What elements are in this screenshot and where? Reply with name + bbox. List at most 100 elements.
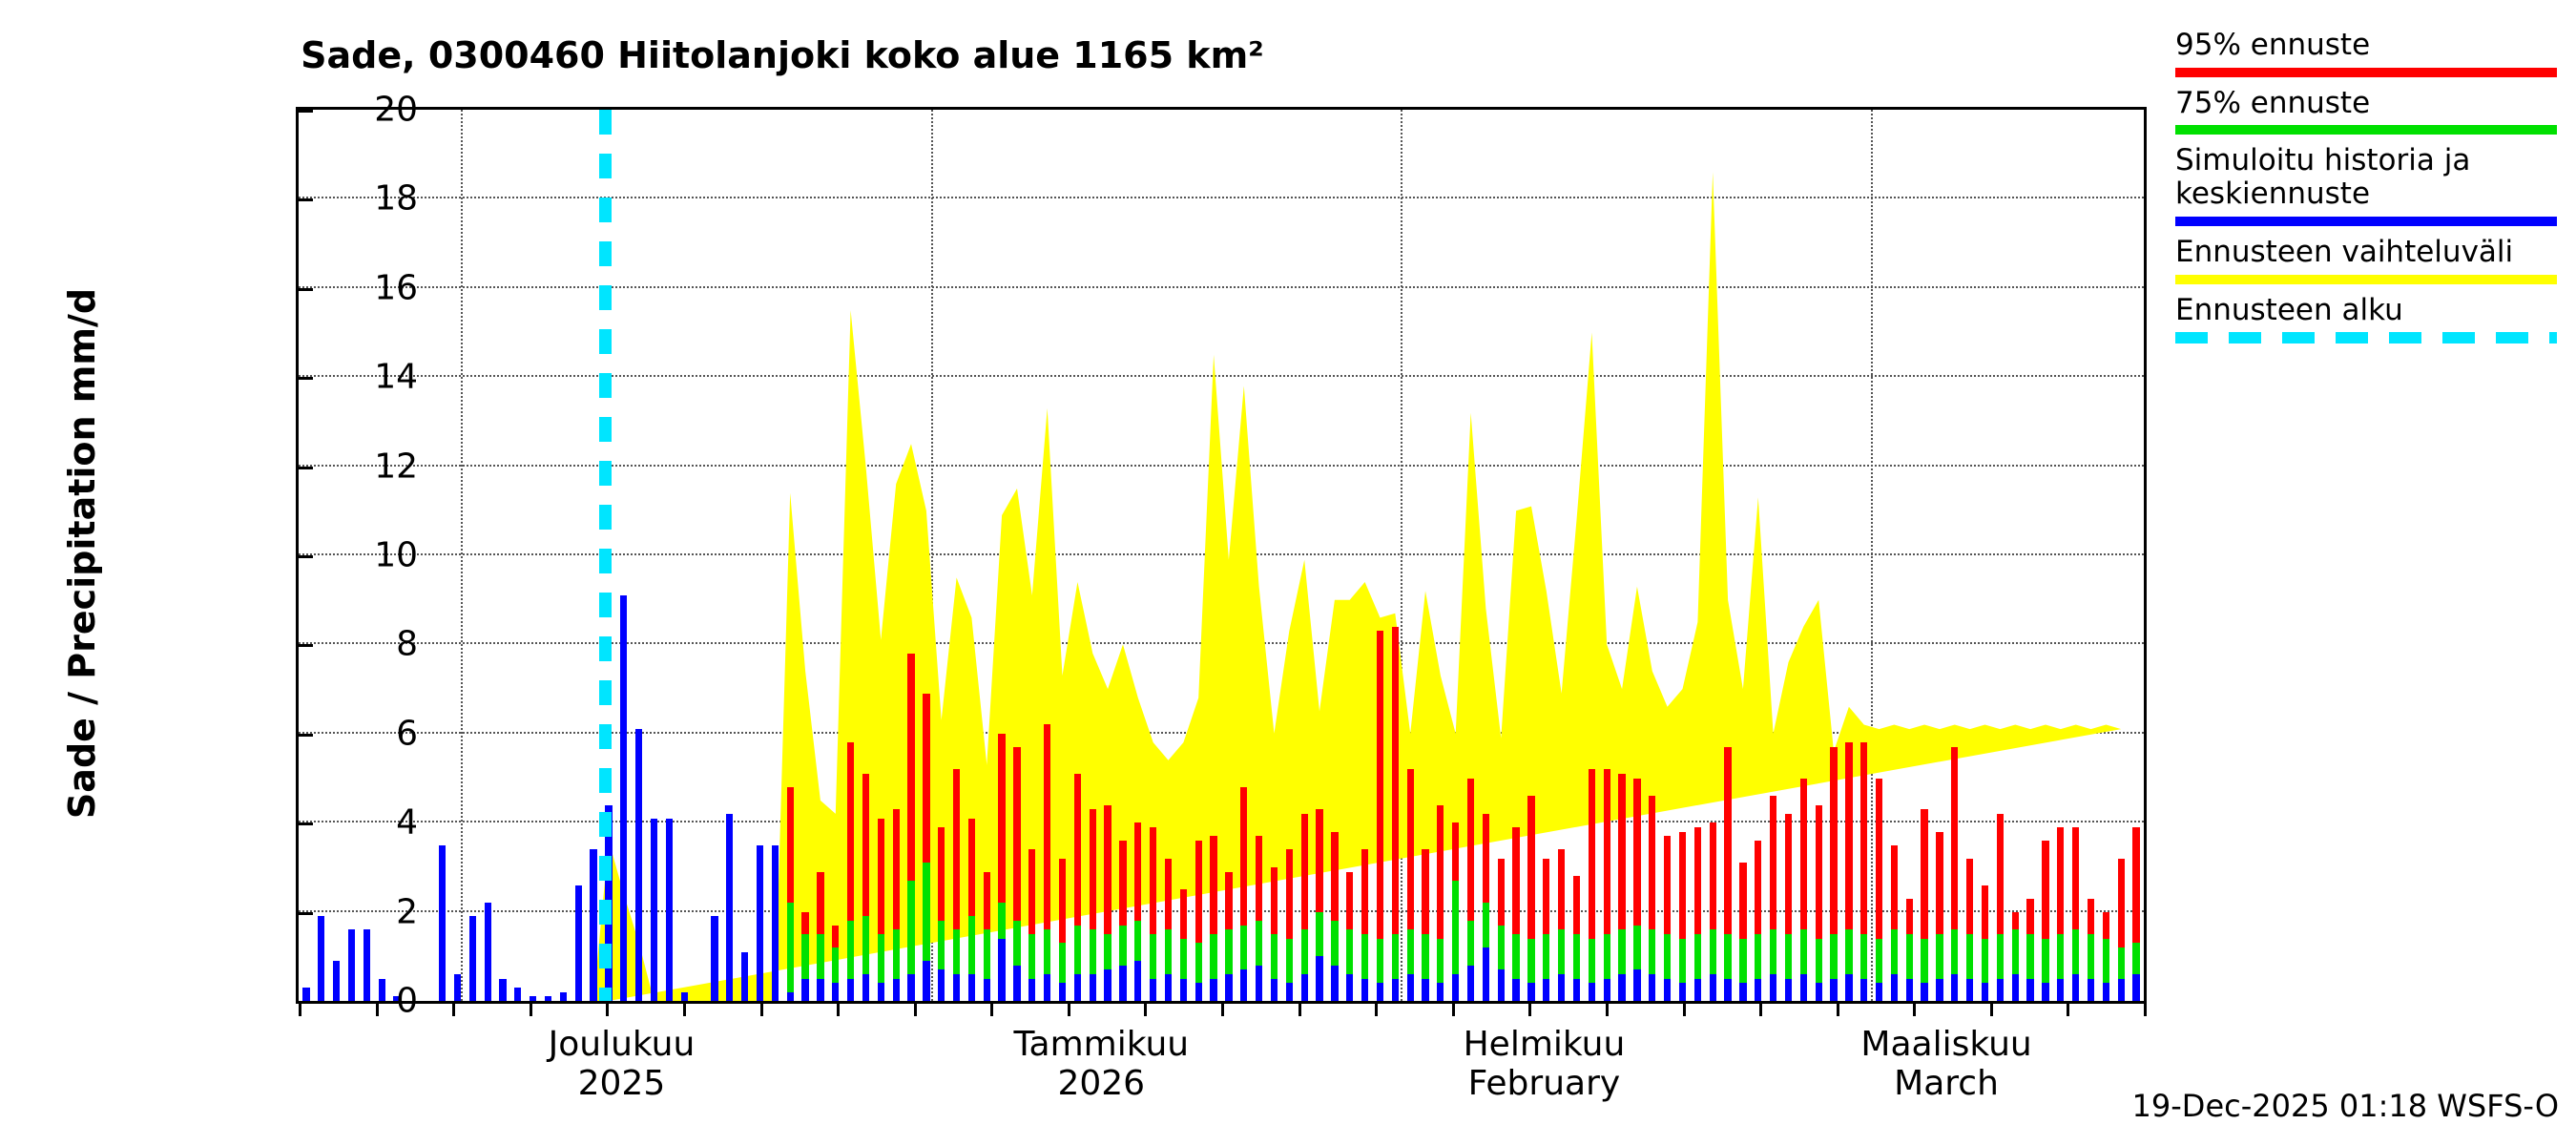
bar-history-mean — [1693, 978, 1701, 1001]
bar-history-mean — [1512, 978, 1520, 1001]
bar-p75 — [1875, 938, 1883, 1001]
bar-p95 — [1300, 813, 1308, 1001]
y-axis-tick-label: 2 — [396, 892, 418, 932]
bar-history-mean — [711, 916, 718, 1001]
x-axis-tick-mark — [1144, 1001, 1148, 1016]
bar-history-mean — [1633, 969, 1641, 1001]
bar-p75 — [1150, 933, 1157, 1001]
bar-history-mean — [2072, 973, 2080, 1001]
bar-p75 — [2042, 938, 2049, 1001]
bar-history-mean — [1618, 973, 1626, 1001]
bar-p95 — [1210, 836, 1217, 1001]
bar-p95 — [1769, 796, 1777, 1001]
bar-history-mean — [2102, 983, 2109, 1001]
bar-p95 — [1013, 746, 1021, 1001]
bar-history-mean — [1709, 973, 1716, 1001]
bar-history-mean — [832, 983, 840, 1001]
bar-p75 — [1270, 933, 1278, 1001]
bar-p95 — [1649, 796, 1656, 1001]
bar-history-mean — [635, 729, 643, 1001]
bar-history-mean — [1830, 978, 1838, 1001]
legend: 95% ennuste 75% ennuste Simuloitu historia… — [2175, 29, 2576, 353]
bar-p95 — [1044, 724, 1051, 1001]
bar-p75 — [862, 916, 870, 1001]
bar-history-mean — [1316, 956, 1323, 1001]
bar-history-mean — [1572, 978, 1581, 1001]
bar-history-mean — [1150, 978, 1157, 1001]
bar-p75 — [1089, 929, 1096, 1001]
x-axis-tick-label-group: Tammikuu 2026 — [1013, 1025, 1189, 1103]
forecast-start-line — [599, 110, 613, 1001]
legend-item: 95% ennuste — [2175, 29, 2576, 77]
x-axis-tick-mark — [375, 1001, 379, 1016]
bar-p95 — [1709, 822, 1716, 1001]
bar-history-mean — [2087, 978, 2095, 1001]
bar-p95 — [1028, 849, 1036, 1001]
x-axis-month-label: Tammikuu — [1013, 1025, 1190, 1064]
bar-p95 — [877, 818, 884, 1001]
bar-history-mean — [1104, 969, 1111, 1001]
bar-p75 — [1104, 933, 1111, 1001]
bar-history-mean — [559, 991, 568, 1001]
bar-history-mean — [1860, 978, 1868, 1001]
bar-p75 — [1285, 938, 1293, 1001]
bar-history-mean — [1391, 978, 1399, 1001]
y-axis-tick-mark — [296, 555, 313, 558]
bar-p75 — [1739, 938, 1747, 1001]
bar-history-mean — [1255, 965, 1263, 1001]
legend-item-swatch — [2175, 216, 2557, 226]
bar-p95 — [1437, 804, 1444, 1001]
bar-history-mean — [967, 973, 976, 1001]
bar-p95 — [967, 818, 976, 1001]
legend-item-swatch — [2175, 332, 2557, 344]
bar-history-mean — [1300, 973, 1308, 1001]
bar-p75 — [1558, 929, 1566, 1001]
bar-p75 — [1452, 880, 1460, 1001]
bar-p95 — [1150, 826, 1157, 1001]
x-axis-tick-mark — [2067, 1001, 2070, 1016]
bar-p95 — [1195, 840, 1202, 1001]
bar-p75 — [1618, 929, 1626, 1001]
bar-p95 — [1406, 769, 1414, 1001]
bar-history-mean — [1028, 978, 1036, 1001]
bar-history-mean — [771, 844, 779, 1001]
bar-history-mean — [1044, 973, 1051, 1001]
bar-p75 — [1073, 925, 1082, 1001]
bar-p95 — [1361, 849, 1369, 1001]
bar-p95 — [2132, 826, 2140, 1001]
x-axis-tick-mark — [299, 1001, 301, 1016]
x-axis-tick-mark — [606, 1001, 610, 1016]
x-axis-tick-mark — [1375, 1001, 1379, 1016]
bar-p75 — [1981, 938, 1989, 1001]
bar-p75 — [1058, 943, 1067, 1001]
bar-history-mean — [1936, 978, 1943, 1001]
bar-p75 — [1709, 929, 1716, 1001]
bar-history-mean — [1210, 978, 1217, 1001]
bar-p75 — [1693, 933, 1701, 1001]
bar-p95 — [786, 786, 794, 1001]
bar-history-mean — [530, 996, 537, 1001]
y-axis-tick-label: 4 — [396, 802, 418, 843]
bar-history-mean — [1346, 973, 1354, 1001]
y-axis-tick-mark — [296, 822, 313, 826]
bar-history-mean — [1134, 960, 1142, 1001]
bar-p95 — [1996, 813, 2005, 1001]
bar-p95 — [1058, 858, 1067, 1001]
bar-history-mean — [1376, 983, 1384, 1001]
bar-p75 — [1921, 938, 1928, 1001]
bar-p75 — [1240, 925, 1248, 1001]
bar-p75 — [1164, 929, 1173, 1001]
bar-p75 — [1936, 933, 1943, 1001]
bar-history-mean — [923, 960, 930, 1001]
bar-history-mean — [1089, 973, 1096, 1001]
bar-history-mean — [1905, 978, 1913, 1001]
bar-p75 — [967, 916, 976, 1001]
bar-history-mean — [1331, 965, 1339, 1001]
gridline-horizontal — [299, 285, 2144, 288]
bar-p75 — [801, 933, 809, 1001]
x-axis-tick-mark — [529, 1001, 532, 1016]
bar-history-mean — [514, 988, 522, 1001]
bar-p75 — [1422, 933, 1429, 1001]
bar-p95 — [1512, 826, 1520, 1001]
forecast-range-area — [305, 172, 2122, 1001]
